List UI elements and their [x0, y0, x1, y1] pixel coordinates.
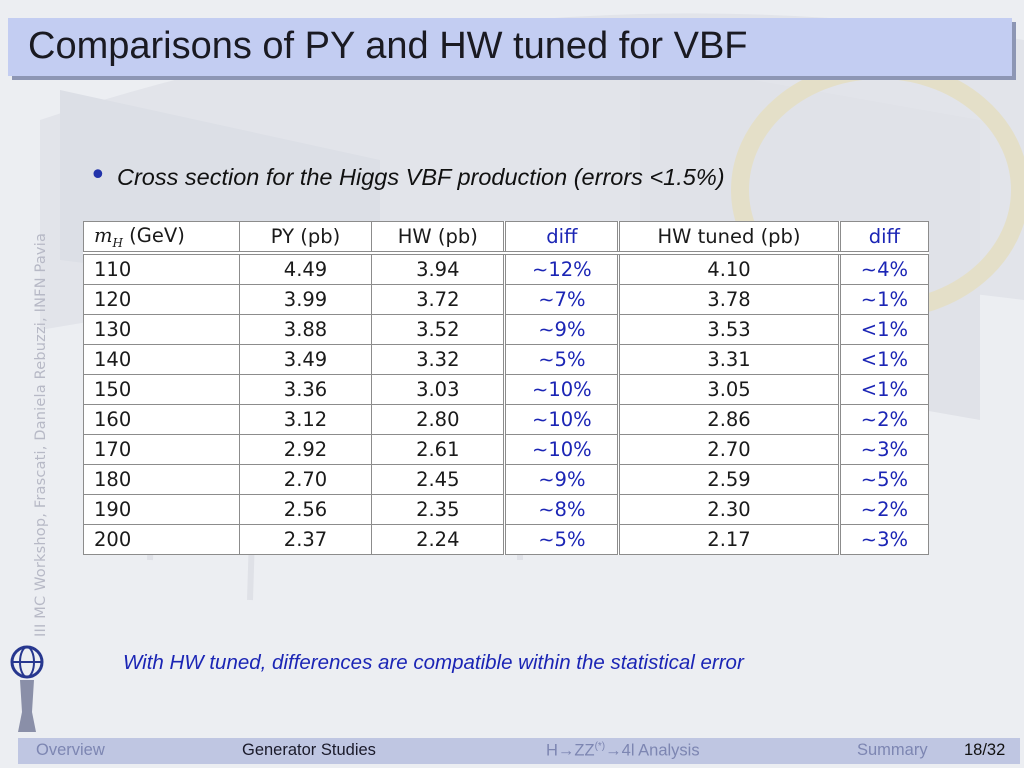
cross-section-table: mH (GeV) PY (pb) HW (pb) diff HW tuned (…	[83, 221, 930, 555]
cell-diff-hw-tuned: ∼5%	[838, 464, 930, 495]
cell-py: 2.56	[238, 494, 373, 525]
header-mh: mH (GeV)	[83, 221, 240, 255]
cell-diff-hw-tuned: ∼4%	[838, 252, 930, 285]
cell-hw-tuned: 2.70	[618, 434, 841, 465]
cell-hw-tuned: 2.59	[618, 464, 841, 495]
cell-hw-tuned: 4.10	[618, 252, 841, 285]
nav-summary-link[interactable]: Summary	[857, 741, 928, 759]
cell-hw: 2.80	[371, 404, 507, 435]
cell-diff-hw: ∼8%	[504, 494, 621, 525]
cell-hw: 3.03	[371, 374, 507, 405]
nav-analysis-sup: (*)	[594, 741, 606, 752]
cell-hw-tuned: 3.31	[618, 344, 841, 375]
cell-diff-hw-tuned: <1%	[838, 344, 930, 375]
cell-hw: 2.35	[371, 494, 507, 525]
cell-hw-tuned: 2.17	[618, 524, 841, 555]
cell-diff-hw: ∼10%	[504, 434, 621, 465]
cell-diff-hw: ∼12%	[504, 252, 621, 285]
table-row: 200 2.37 2.24 ∼5% 2.17 ∼3%	[83, 524, 930, 555]
cell-diff-hw-tuned: <1%	[838, 314, 930, 345]
cell-hw: 3.72	[371, 284, 507, 315]
cell-diff-hw: ∼10%	[504, 374, 621, 405]
cell-mh: 190	[83, 494, 240, 525]
nav-analysis-post: →4l Analysis	[605, 741, 700, 760]
cell-diff-hw-tuned: ∼3%	[838, 434, 930, 465]
header-py: PY (pb)	[238, 221, 373, 255]
nav-generator-studies-link[interactable]: Generator Studies	[242, 741, 376, 759]
cell-diff-hw-tuned: ∼1%	[838, 284, 930, 315]
cell-diff-hw: ∼7%	[504, 284, 621, 315]
cell-hw: 2.45	[371, 464, 507, 495]
page-number: 18/32	[964, 741, 1006, 759]
title-bar: Comparisons of PY and HW tuned for VBF	[8, 18, 1012, 76]
nav-analysis-link[interactable]: H→ZZ(*)→4l Analysis	[546, 741, 700, 761]
cell-hw: 2.61	[371, 434, 507, 465]
table-row: 110 4.49 3.94 ∼12% 4.10 ∼4%	[83, 252, 930, 285]
cell-diff-hw: ∼5%	[504, 344, 621, 375]
table-row: 120 3.99 3.72 ∼7% 3.78 ∼1%	[83, 284, 930, 315]
cell-py: 3.36	[238, 374, 373, 405]
cell-mh: 150	[83, 374, 240, 405]
table-row: 170 2.92 2.61 ∼10% 2.70 ∼3%	[83, 434, 930, 465]
cell-mh: 180	[83, 464, 240, 495]
bullet-icon: •	[89, 158, 107, 193]
cell-mh: 200	[83, 524, 240, 555]
cell-py: 3.49	[238, 344, 373, 375]
atlas-logo-icon	[10, 645, 44, 732]
header-hw-tuned: HW tuned (pb)	[618, 221, 841, 255]
table-row: 140 3.49 3.32 ∼5% 3.31 <1%	[83, 344, 930, 375]
cell-py: 3.12	[238, 404, 373, 435]
cell-py: 3.88	[238, 314, 373, 345]
cell-hw: 3.94	[371, 252, 507, 285]
cell-diff-hw: ∼5%	[504, 524, 621, 555]
cell-hw-tuned: 3.05	[618, 374, 841, 405]
cell-mh: 110	[83, 252, 240, 285]
header-mh-symbol: mH	[94, 223, 123, 250]
cell-hw: 3.32	[371, 344, 507, 375]
cell-py: 3.99	[238, 284, 373, 315]
cell-diff-hw: ∼9%	[504, 464, 621, 495]
cell-hw: 2.24	[371, 524, 507, 555]
table-header-row: mH (GeV) PY (pb) HW (pb) diff HW tuned (…	[83, 221, 930, 255]
cell-py: 2.92	[238, 434, 373, 465]
cell-diff-hw-tuned: ∼2%	[838, 494, 930, 525]
table-row: 130 3.88 3.52 ∼9% 3.53 <1%	[83, 314, 930, 345]
cell-mh: 160	[83, 404, 240, 435]
header-diff-hw: diff	[504, 221, 621, 255]
cell-hw-tuned: 2.86	[618, 404, 841, 435]
cell-mh: 140	[83, 344, 240, 375]
cell-mh: 130	[83, 314, 240, 345]
cell-diff-hw-tuned: ∼3%	[838, 524, 930, 555]
slide-title: Comparisons of PY and HW tuned for VBF	[28, 25, 748, 67]
header-diff-hw-tuned: diff	[838, 221, 930, 255]
bullet-text: Cross section for the Higgs VBF producti…	[117, 164, 725, 190]
header-hw: HW (pb)	[371, 221, 507, 255]
nav-overview-link[interactable]: Overview	[36, 741, 105, 759]
cell-mh: 120	[83, 284, 240, 315]
cell-diff-hw-tuned: ∼2%	[838, 404, 930, 435]
cell-mh: 170	[83, 434, 240, 465]
cell-py: 4.49	[238, 252, 373, 285]
table-row: 190 2.56 2.35 ∼8% 2.30 ∼2%	[83, 494, 930, 525]
table-row: 150 3.36 3.03 ∼10% 3.05 <1%	[83, 374, 930, 405]
footer-nav-bar: Overview Generator Studies H→ZZ(*)→4l An…	[18, 738, 1020, 764]
cell-py: 2.37	[238, 524, 373, 555]
conclusion-note: With HW tuned, differences are compatibl…	[123, 651, 744, 674]
cell-hw: 3.52	[371, 314, 507, 345]
cell-diff-hw-tuned: <1%	[838, 374, 930, 405]
cell-hw-tuned: 3.53	[618, 314, 841, 345]
cell-diff-hw: ∼10%	[504, 404, 621, 435]
cell-py: 2.70	[238, 464, 373, 495]
side-label: III MC Workshop, Frascati, Daniela Rebuz…	[33, 232, 49, 637]
nav-analysis-pre: H→ZZ	[546, 741, 595, 760]
cell-diff-hw: ∼9%	[504, 314, 621, 345]
cell-hw-tuned: 2.30	[618, 494, 841, 525]
cell-hw-tuned: 3.78	[618, 284, 841, 315]
table-row: 160 3.12 2.80 ∼10% 2.86 ∼2%	[83, 404, 930, 435]
table-row: 180 2.70 2.45 ∼9% 2.59 ∼5%	[83, 464, 930, 495]
